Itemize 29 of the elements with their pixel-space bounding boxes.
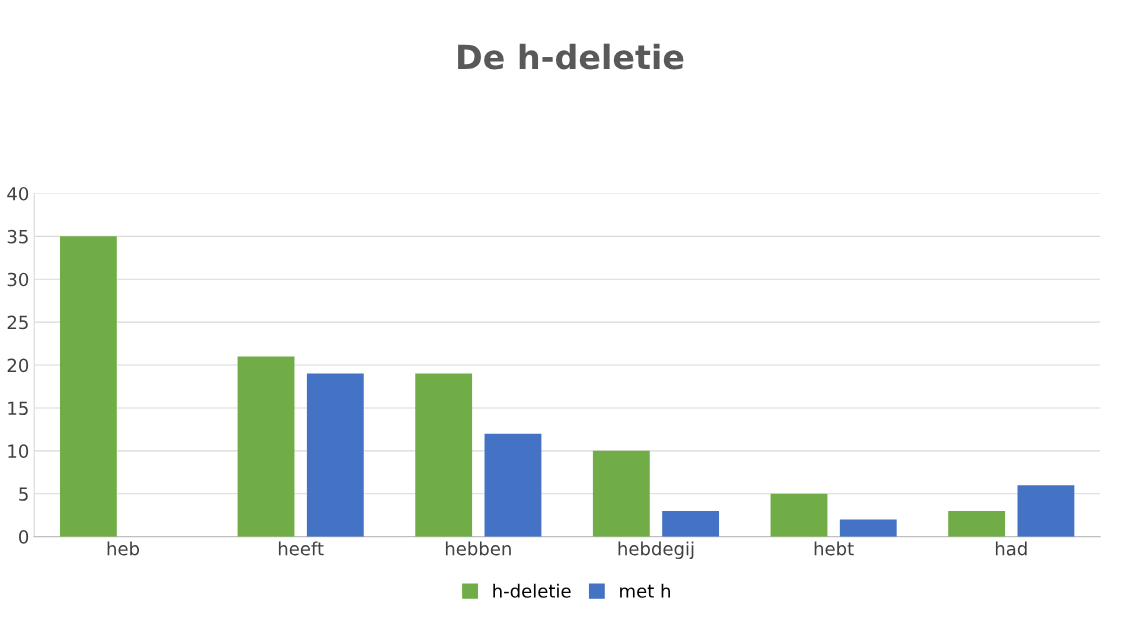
bar <box>662 510 720 537</box>
bar <box>237 356 295 537</box>
bar <box>59 236 117 537</box>
legend-label: met h <box>620 583 670 598</box>
chart-title: De h-deletie <box>458 43 684 70</box>
x-tick-label: hebdegij <box>618 541 694 559</box>
bar <box>770 493 828 537</box>
y-tick-label: 5 <box>19 487 28 501</box>
y-tick-label: 35 <box>7 229 28 244</box>
y-tick-label: 25 <box>7 315 28 330</box>
bar <box>948 510 1006 537</box>
legend-label: h-deletie <box>493 583 571 598</box>
x-tick-label: had <box>995 541 1027 556</box>
bar <box>306 373 364 537</box>
y-tick-label: 10 <box>8 444 29 458</box>
y-tick-label: 40 <box>7 186 29 201</box>
x-tick-label: heb <box>107 541 140 556</box>
y-tick-label: 30 <box>7 272 29 287</box>
x-tick-label: hebt <box>814 541 854 556</box>
x-tick-label: hebben <box>445 541 511 556</box>
bar <box>1017 485 1075 537</box>
bar <box>415 373 473 537</box>
y-tick-label: 0 <box>19 530 29 544</box>
y-tick-label: 20 <box>7 358 29 373</box>
bar <box>592 450 650 537</box>
x-tick-label: heeft <box>278 541 324 556</box>
bar <box>839 519 897 537</box>
y-tick-label: 15 <box>8 401 28 416</box>
bar <box>484 433 542 537</box>
